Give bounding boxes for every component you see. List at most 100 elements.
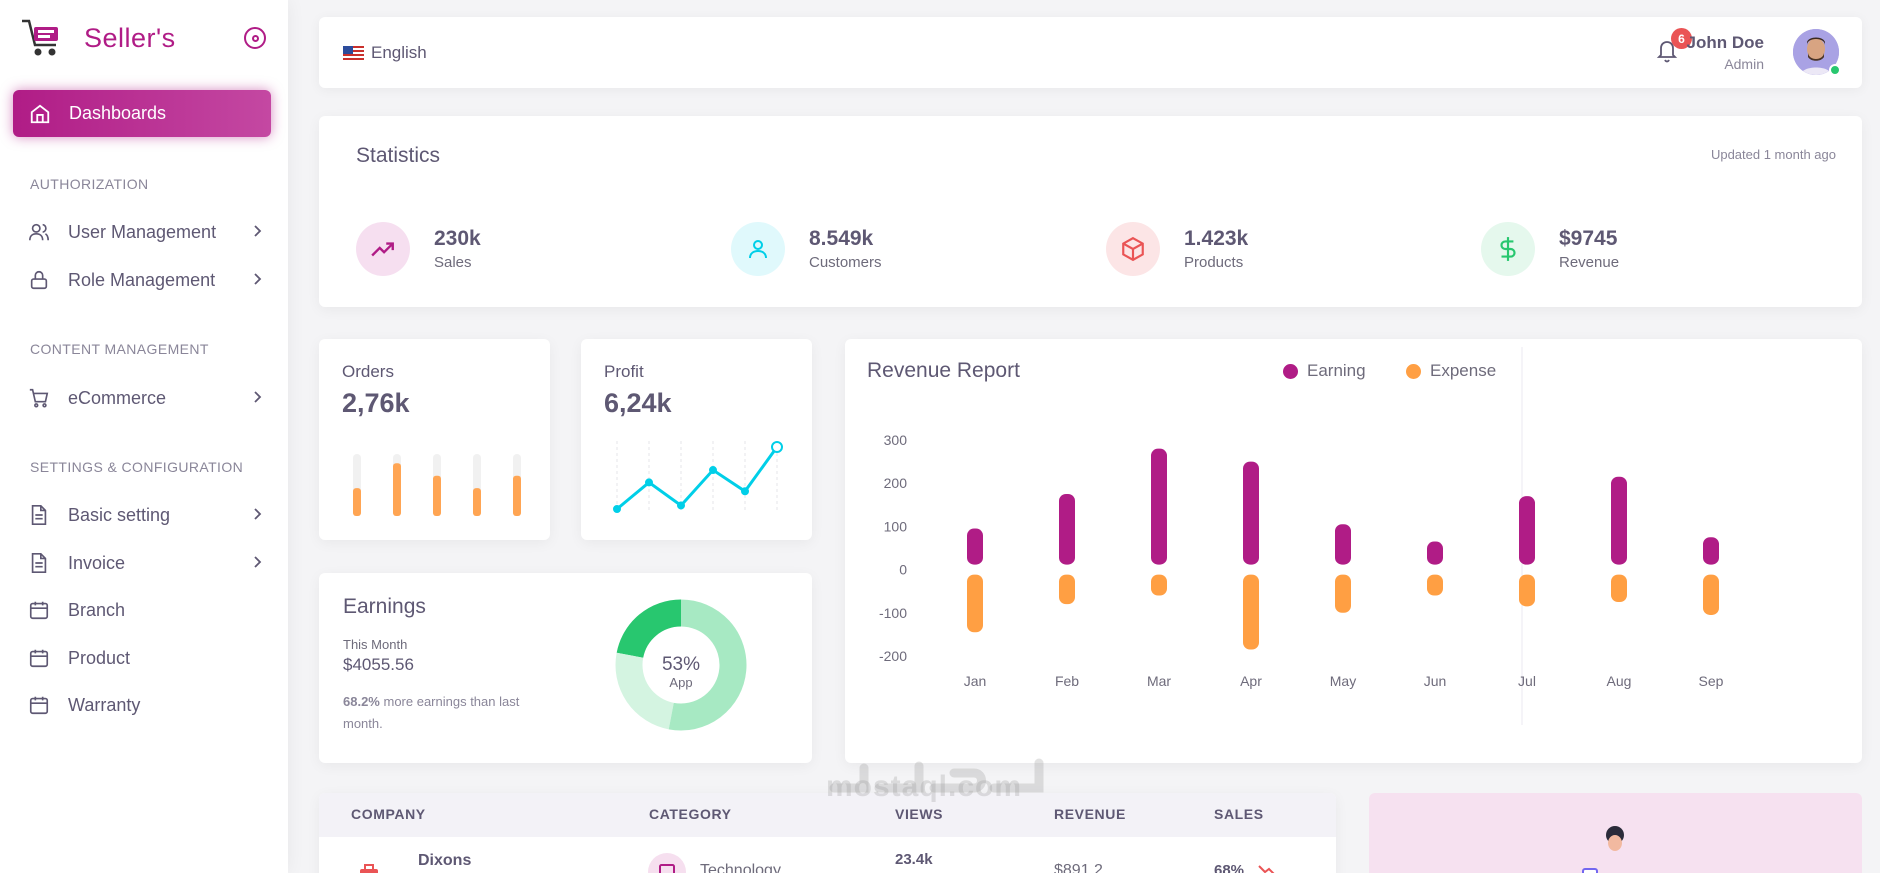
brand-name: Seller's — [84, 22, 176, 53]
statistics-card: Statistics Updated 1 month ago 230k Sales… — [319, 116, 1862, 307]
table-row-views: 23.4k — [895, 851, 933, 868]
th-company: COMPANY — [351, 806, 426, 822]
watermark-text: mostaql.com — [826, 770, 1023, 803]
sidebar-item-ecommerce[interactable]: eCommerce — [28, 380, 264, 416]
calendar-icon — [28, 694, 50, 716]
toolbox-icon — [351, 857, 387, 873]
revenue-bar-chart: 300 200 100 0 -100 -200 Jan Feb Mar Apr May Jun Jul A… — [879, 347, 1724, 725]
sales-value: 68% — [1214, 862, 1245, 873]
sidebar-item-user-management[interactable]: User Management — [28, 214, 264, 250]
legend-dot-icon — [1283, 363, 1298, 379]
file-icon — [28, 504, 50, 526]
x-tick-label: Jun — [1424, 673, 1447, 689]
section-settings: SETTINGS & CONFIGURATION — [30, 459, 244, 475]
y-tick-label: 100 — [884, 518, 908, 534]
expense-bar — [1427, 574, 1443, 596]
stat-revenue: $9745 Revenue — [1481, 222, 1619, 276]
company-table — [319, 793, 1336, 873]
profit-line — [616, 446, 779, 511]
user-icon — [731, 222, 785, 276]
section-content-management: CONTENT MANAGEMENT — [30, 341, 209, 357]
sidebar-item-warranty[interactable]: Warranty — [28, 687, 264, 723]
earning-bar — [1243, 461, 1259, 565]
revenue-title: Revenue Report — [867, 359, 1020, 382]
dollar-icon — [1481, 222, 1535, 276]
cart-icon — [28, 387, 50, 409]
earnings-card: Earnings This Month $4055.56 68.2% more … — [319, 573, 812, 763]
earnings-note-text: more earnings than last month. — [343, 694, 520, 731]
file-icon — [28, 552, 50, 574]
x-tick-label: Jul — [1518, 673, 1536, 689]
y-tick-label: 300 — [884, 432, 908, 448]
watermark-logo-icon — [829, 758, 1044, 793]
collapse-toggle-icon[interactable] — [244, 27, 266, 49]
stat-customers: 8.549k Customers — [731, 222, 882, 276]
x-tick-label: Jan — [964, 673, 987, 689]
earning-bar — [1611, 476, 1627, 565]
x-tick-label: May — [1330, 673, 1356, 689]
brand[interactable]: Seller's — [18, 12, 270, 64]
us-flag-icon — [343, 45, 364, 61]
chevron-right-icon — [254, 508, 262, 520]
chevron-right-icon — [254, 273, 262, 285]
earnings-title: Earnings — [343, 595, 426, 618]
orders-bar — [433, 475, 441, 516]
earnings-amount: $4055.56 — [343, 655, 414, 674]
x-tick-label: Aug — [1607, 673, 1632, 689]
earnings-note: 68.2% more earnings than last month. — [343, 691, 543, 735]
legend-label: Expense — [1430, 361, 1497, 380]
sidebar-item-role-management[interactable]: Role Management — [28, 262, 264, 298]
language-selector[interactable]: English — [343, 43, 427, 63]
chevron-right-icon — [254, 556, 262, 568]
donut-segment — [668, 599, 747, 731]
home-icon — [30, 104, 50, 123]
monitor-icon — [648, 853, 686, 873]
legend-earning[interactable]: Earning — [1283, 361, 1366, 381]
expense-bar — [967, 574, 983, 633]
y-tick-label: -100 — [879, 605, 907, 621]
table-row-revenue: $891.2 — [1054, 862, 1103, 873]
profit-title: Profit — [604, 362, 644, 381]
profit-line-chart — [613, 441, 783, 513]
sidebar-item-dashboards[interactable]: Dashboards — [13, 90, 271, 137]
orders-bar — [513, 475, 521, 516]
x-tick-label: Mar — [1147, 673, 1171, 689]
profit-card: Profit 6,24k — [581, 339, 812, 540]
th-views: VIEWS — [895, 806, 944, 822]
sidebar-item-label: Dashboards — [69, 103, 167, 123]
statistics-title: Statistics — [356, 144, 441, 167]
chevron-right-icon — [254, 391, 262, 403]
congratulations-card — [1369, 793, 1862, 873]
stat-label: Revenue — [1559, 254, 1620, 271]
calendar-icon — [28, 647, 50, 669]
legend-expense[interactable]: Expense — [1406, 361, 1496, 381]
th-sales: SALES — [1214, 806, 1264, 822]
users-icon — [28, 221, 50, 243]
expense-bar — [1059, 574, 1075, 605]
sidebar-item-branch[interactable]: Branch — [28, 592, 264, 628]
earnings-period: This Month — [343, 637, 408, 652]
table-row-company[interactable]: Dixons — [418, 852, 472, 869]
earning-bar — [967, 528, 983, 565]
user-name[interactable]: John Doe — [1686, 33, 1764, 52]
profit-value: 6,24k — [604, 388, 672, 418]
earning-bar — [1059, 494, 1075, 565]
sidebar-item-invoice[interactable]: Invoice — [28, 545, 264, 581]
table-row-category: Technology — [700, 862, 781, 873]
expense-bar — [1335, 574, 1351, 613]
sidebar: Seller's Dashboards AUTHORIZATION User M… — [0, 0, 288, 873]
orders-bar-chart — [353, 454, 521, 516]
orders-value: 2,76k — [342, 388, 410, 418]
earning-bar — [1335, 524, 1351, 565]
trending-down-icon — [1258, 865, 1275, 873]
bell-icon[interactable] — [1655, 37, 1679, 63]
stat-value: 1.423k — [1184, 227, 1249, 250]
sidebar-item-label: Branch — [68, 599, 126, 620]
box-icon — [1106, 222, 1160, 276]
chevron-right-icon — [254, 225, 262, 237]
sidebar-item-basic-setting[interactable]: Basic setting — [28, 497, 264, 533]
stat-label: Sales — [434, 254, 472, 271]
sidebar-item-product[interactable]: Product — [28, 640, 264, 676]
table-row-sales: 68% — [1214, 862, 1278, 873]
user-role: Admin — [1724, 56, 1764, 72]
